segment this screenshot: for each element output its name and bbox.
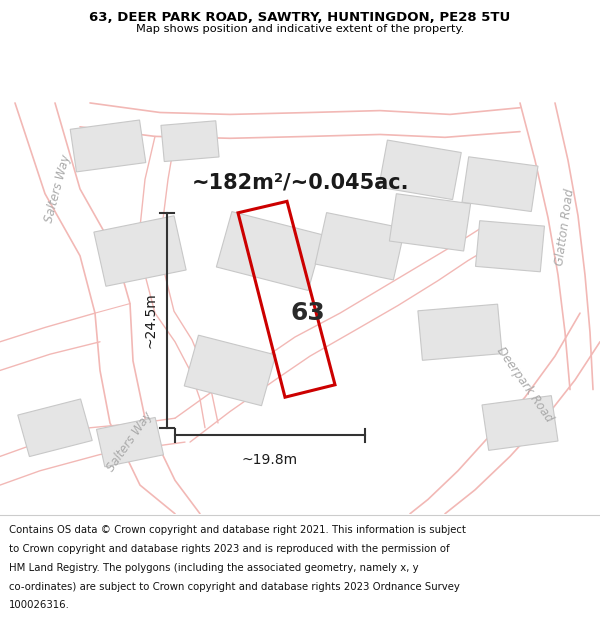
Text: Salters Way: Salters Way	[104, 410, 155, 474]
Text: Salters Way: Salters Way	[43, 154, 73, 224]
Polygon shape	[161, 121, 219, 161]
Text: ~24.5m: ~24.5m	[143, 292, 157, 348]
Text: ~19.8m: ~19.8m	[242, 452, 298, 467]
Text: Glatton Road: Glatton Road	[553, 188, 577, 266]
Text: co-ordinates) are subject to Crown copyright and database rights 2023 Ordnance S: co-ordinates) are subject to Crown copyr…	[9, 581, 460, 591]
Text: HM Land Registry. The polygons (including the associated geometry, namely x, y: HM Land Registry. The polygons (includin…	[9, 562, 419, 572]
Polygon shape	[389, 194, 470, 251]
Text: to Crown copyright and database rights 2023 and is reproduced with the permissio: to Crown copyright and database rights 2…	[9, 544, 449, 554]
Polygon shape	[70, 120, 146, 172]
Polygon shape	[418, 304, 502, 360]
Text: Map shows position and indicative extent of the property.: Map shows position and indicative extent…	[136, 24, 464, 34]
Text: 100026316.: 100026316.	[9, 600, 70, 610]
Text: Contains OS data © Crown copyright and database right 2021. This information is : Contains OS data © Crown copyright and d…	[9, 526, 466, 536]
Polygon shape	[94, 216, 186, 286]
Text: ~182m²/~0.045ac.: ~182m²/~0.045ac.	[191, 173, 409, 192]
Polygon shape	[476, 221, 544, 272]
Text: 63: 63	[291, 301, 326, 326]
Polygon shape	[315, 213, 405, 280]
Polygon shape	[184, 335, 276, 406]
Polygon shape	[462, 157, 538, 211]
Text: 63, DEER PARK ROAD, SAWTRY, HUNTINGDON, PE28 5TU: 63, DEER PARK ROAD, SAWTRY, HUNTINGDON, …	[89, 11, 511, 24]
Polygon shape	[97, 418, 164, 467]
Polygon shape	[217, 212, 323, 291]
Polygon shape	[482, 396, 558, 451]
Text: Deerpark Road: Deerpark Road	[494, 345, 556, 425]
Polygon shape	[18, 399, 92, 457]
Polygon shape	[379, 140, 461, 199]
